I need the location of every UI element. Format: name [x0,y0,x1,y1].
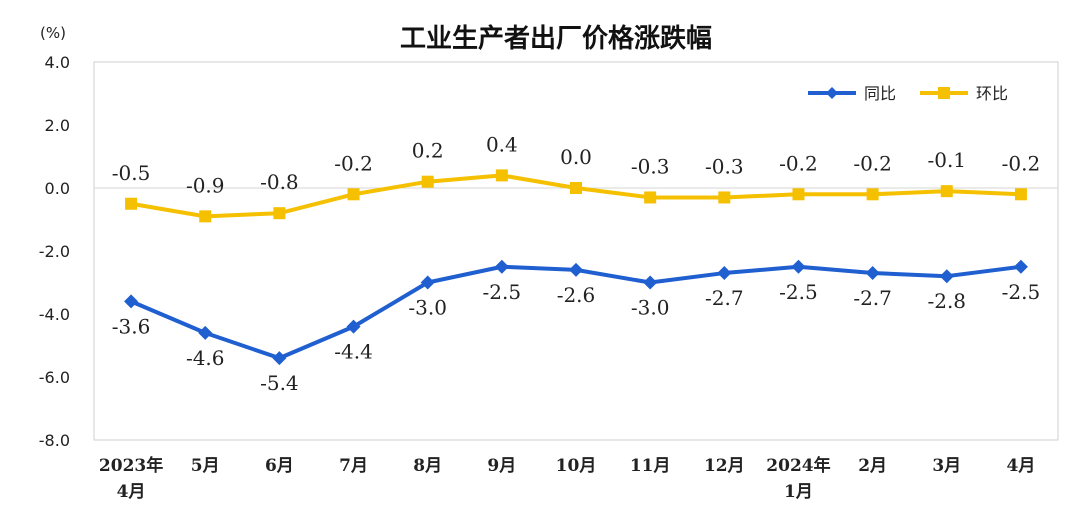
data-label: -0.2 [1002,151,1041,175]
x-tick-label: 2024年 1月 [766,455,830,502]
x-tick-label: 2月 [858,456,887,476]
x-tick-label: 5月 [191,456,220,476]
series-line-1 [130,264,1022,361]
x-tick-label: 3月 [932,456,961,476]
y-axis: 4.0 2.0 0.0 -2.0 -4.0 -6.0 -8.0 [39,53,70,450]
legend-label: 同比 [864,84,896,103]
data-label: -0.2 [779,151,818,175]
data-label: -2.7 [705,286,744,310]
y-tick-label: 4.0 [45,53,70,72]
data-point [124,294,139,309]
y-axis-unit: (%) [40,24,66,42]
data-label: -0.2 [334,151,373,175]
data-label: -0.2 [853,151,892,175]
data-point [718,191,731,204]
y-tick-label: -8.0 [39,431,70,450]
data-point [495,169,508,182]
data-point [199,210,212,223]
data-point [347,188,360,201]
data-label: -2.5 [779,280,818,304]
data-point [273,207,286,220]
data-label: -3.0 [631,296,670,320]
chart-title: 工业生产者出厂价格涨跌幅 [400,23,712,54]
data-point [644,191,657,204]
x-tick-label: 11月 [630,456,671,476]
x-tick-label: 9月 [487,456,516,476]
x-tick-label: 7月 [339,456,368,476]
y-tick-label: 2.0 [45,116,70,135]
data-point [939,269,954,284]
data-point [643,275,658,290]
data-label: -0.9 [186,173,225,197]
data-label: -3.0 [408,296,447,320]
x-tick-label: 6月 [265,456,294,476]
data-point [791,259,806,274]
x-axis: 2023年 4月 5月 6月 7月 8月 9月 10月 11月 12月 2024年 1月 2月 3月 4月 [99,455,1035,502]
legend-label: 环比 [976,84,1008,103]
data-point [1013,259,1028,274]
plot-border [93,61,1059,441]
data-point [865,266,880,281]
data-point [198,325,213,340]
data-label: -4.4 [334,340,373,364]
data-point [1014,188,1027,201]
data-label: -3.6 [112,314,151,338]
data-label: -5.4 [260,371,299,395]
data-label: -0.1 [927,148,966,172]
legend-marker [826,87,838,99]
legend-marker [938,87,950,99]
data-label: -0.3 [705,154,744,178]
data-label: -2.6 [557,283,596,307]
y-tick-label: -4.0 [39,305,70,324]
data-label: 0.4 [486,132,518,156]
data-point [272,351,287,366]
x-tick-label: 12月 [704,456,745,476]
y-tick-label: -2.0 [39,242,70,261]
data-point [940,185,953,198]
data-label: 0.0 [560,145,592,169]
data-label: -2.7 [853,286,892,310]
x-tick-label: 10月 [556,456,597,476]
data-label: -2.5 [1002,280,1041,304]
data-label: -4.6 [186,346,225,370]
data-point [569,262,583,277]
data-point [866,188,879,201]
data-label: -2.5 [483,280,522,304]
data-label: 0.2 [412,139,444,163]
legend: 同比 环比 [808,84,1008,103]
data-label: -0.8 [260,170,299,194]
data-point [570,182,582,194]
x-tick-label: 2023年 4月 [99,455,163,502]
data-point [125,197,138,210]
data-point [717,266,732,281]
data-point [494,259,509,274]
data-label: -0.3 [631,154,670,178]
data-label: -0.5 [112,161,151,185]
y-tick-label: 0.0 [45,179,70,198]
data-point [421,175,434,188]
plot-area [93,61,1059,441]
data-label: -2.8 [927,289,966,313]
x-tick-label: 8月 [413,456,442,476]
data-point [346,319,361,334]
x-tick-label: 4月 [1007,456,1036,476]
data-point [792,188,805,201]
series-markers [124,169,1028,366]
data-labels: -3.6 -4.6 -5.4 -4.4 -3.0 -2.5 -2.6 -3.0 -2.7 -2.5… [112,132,1040,395]
y-tick-label: -6.0 [39,368,70,387]
data-point [420,275,435,290]
